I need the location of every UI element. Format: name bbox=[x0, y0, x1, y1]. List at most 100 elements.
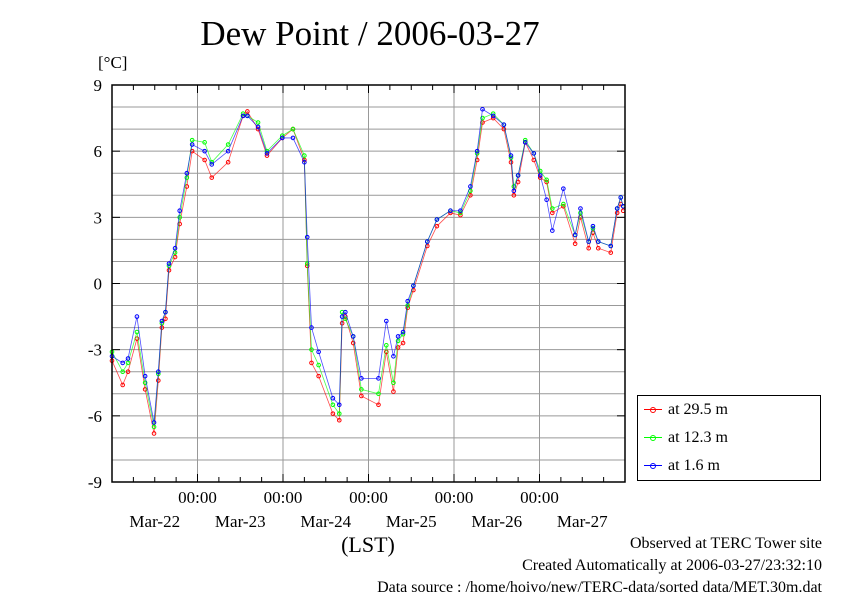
data-point bbox=[255, 120, 261, 125]
data-point bbox=[255, 124, 261, 130]
footer-site: Observed at TERC Tower site bbox=[629, 535, 822, 552]
data-point bbox=[384, 318, 389, 324]
y-axis-unit: [°C] bbox=[98, 53, 128, 72]
x-tick-label: 00:00 bbox=[435, 488, 474, 507]
data-point bbox=[395, 338, 401, 344]
data-point bbox=[120, 369, 125, 375]
data-point bbox=[225, 142, 231, 147]
data-point bbox=[590, 223, 596, 229]
x-date-label: Mar-25 bbox=[386, 512, 437, 531]
data-point bbox=[359, 376, 364, 381]
data-point bbox=[336, 411, 342, 416]
data-point bbox=[279, 135, 285, 141]
x-axis-label: (LST) bbox=[341, 532, 395, 557]
data-point bbox=[561, 201, 566, 207]
data-point bbox=[595, 239, 601, 244]
legend-label: at 1.6 m bbox=[668, 457, 720, 474]
data-point bbox=[339, 314, 345, 319]
data-point bbox=[316, 349, 321, 355]
data-point bbox=[550, 210, 555, 216]
series-at-29-5-m bbox=[109, 109, 626, 436]
data-point bbox=[376, 376, 381, 381]
legend-swatch-blue bbox=[644, 461, 662, 471]
data-point bbox=[391, 389, 396, 394]
data-point bbox=[578, 206, 583, 211]
data-point bbox=[448, 208, 453, 214]
data-point bbox=[309, 360, 314, 366]
data-point bbox=[151, 431, 157, 436]
data-point bbox=[316, 373, 321, 379]
legend-label: at 29.5 m bbox=[668, 401, 728, 418]
data-point bbox=[618, 195, 624, 200]
data-point bbox=[245, 109, 250, 114]
data-point bbox=[376, 391, 381, 397]
series-at-12-3-m bbox=[109, 111, 626, 430]
data-point bbox=[614, 210, 620, 216]
y-tick-label: -6 bbox=[88, 407, 102, 426]
data-point bbox=[134, 314, 140, 319]
data-point bbox=[359, 393, 364, 399]
footer-created: Created Automatically at 2006-03-27/23:3… bbox=[522, 557, 822, 574]
x-date-label: Mar-27 bbox=[557, 512, 608, 531]
x-tick-label: 00:00 bbox=[349, 488, 388, 507]
data-point bbox=[391, 380, 396, 386]
data-point bbox=[202, 148, 207, 154]
data-point bbox=[240, 111, 246, 116]
data-point bbox=[544, 197, 549, 202]
data-point bbox=[177, 215, 182, 220]
data-point bbox=[163, 309, 168, 315]
data-point bbox=[330, 402, 336, 408]
series-line bbox=[111, 113, 624, 427]
data-point bbox=[537, 173, 543, 178]
data-point bbox=[142, 380, 148, 386]
data-point bbox=[608, 243, 614, 249]
data-point bbox=[343, 309, 348, 315]
series-line bbox=[111, 110, 624, 434]
data-point bbox=[572, 241, 578, 247]
data-point bbox=[202, 157, 207, 163]
data-point bbox=[458, 210, 463, 216]
data-point bbox=[531, 151, 537, 156]
y-tick-label: 9 bbox=[94, 76, 103, 95]
data-point bbox=[376, 402, 381, 408]
data-point bbox=[384, 349, 389, 355]
data-point bbox=[405, 298, 410, 304]
data-point bbox=[434, 217, 440, 222]
data-point bbox=[400, 340, 406, 346]
data-point bbox=[501, 122, 507, 127]
data-point bbox=[572, 232, 578, 238]
data-point bbox=[586, 239, 591, 244]
data-point bbox=[120, 382, 125, 388]
data-point bbox=[411, 283, 416, 289]
legend: at 29.5 m at 12.3 m at 1.6 m bbox=[637, 395, 821, 481]
data-point bbox=[508, 153, 514, 158]
data-point bbox=[480, 106, 485, 112]
data-point bbox=[391, 353, 396, 359]
x-tick-label: 00:00 bbox=[178, 488, 217, 507]
y-tick-label: 6 bbox=[94, 142, 103, 161]
data-point bbox=[474, 148, 480, 154]
legend-item-1-6m: at 1.6 m bbox=[644, 455, 720, 477]
data-point bbox=[336, 402, 342, 408]
data-point bbox=[550, 206, 555, 211]
data-point bbox=[395, 345, 401, 350]
data-point bbox=[309, 325, 314, 330]
data-point bbox=[330, 411, 336, 416]
x-date-label: Mar-22 bbox=[129, 512, 180, 531]
data-point bbox=[302, 153, 307, 158]
data-point bbox=[142, 373, 148, 379]
data-point bbox=[245, 113, 250, 119]
data-point bbox=[608, 250, 614, 255]
data-point bbox=[330, 395, 336, 401]
series-line bbox=[111, 108, 624, 423]
plot-frame bbox=[111, 84, 626, 483]
x-date-label: Mar-23 bbox=[215, 512, 266, 531]
data-point bbox=[614, 206, 620, 211]
chart-title: Dew Point / 2006-03-27 bbox=[200, 14, 540, 53]
y-tick-label: -9 bbox=[88, 473, 102, 492]
y-tick-label: 3 bbox=[94, 208, 103, 227]
data-point bbox=[151, 420, 157, 425]
data-point bbox=[189, 137, 195, 143]
data-point bbox=[424, 239, 430, 244]
